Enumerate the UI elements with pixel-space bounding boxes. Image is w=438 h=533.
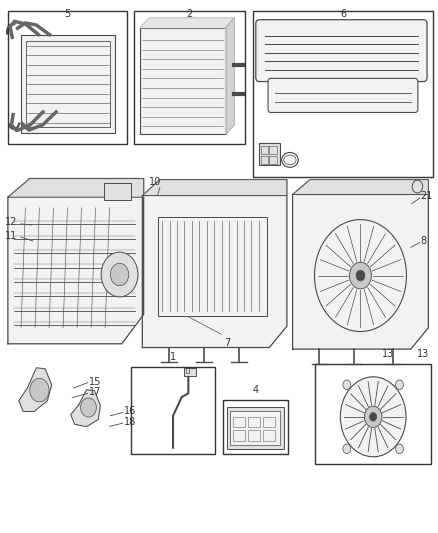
Bar [233, 430, 245, 441]
Text: 13: 13 [417, 349, 429, 359]
Text: 18: 18 [124, 417, 136, 427]
Polygon shape [140, 28, 226, 134]
Bar [230, 411, 280, 445]
Polygon shape [71, 390, 100, 426]
Text: 16: 16 [124, 407, 136, 416]
Bar [248, 417, 260, 427]
Polygon shape [19, 368, 52, 411]
Circle shape [364, 406, 382, 427]
Text: 15: 15 [88, 377, 101, 386]
Bar [269, 146, 277, 154]
Text: 17: 17 [88, 387, 101, 397]
Circle shape [340, 377, 406, 457]
Polygon shape [8, 179, 144, 344]
Bar [26, 41, 110, 127]
Text: 7: 7 [225, 338, 231, 348]
FancyBboxPatch shape [256, 20, 427, 82]
Bar [263, 430, 275, 441]
Circle shape [350, 262, 371, 289]
Text: 21: 21 [420, 191, 433, 201]
Polygon shape [140, 18, 234, 28]
Circle shape [30, 378, 49, 402]
Bar [233, 417, 245, 427]
Circle shape [110, 263, 129, 286]
Circle shape [81, 398, 96, 417]
Bar [269, 156, 277, 164]
Polygon shape [293, 180, 428, 349]
Text: 5: 5 [64, 9, 71, 19]
Bar [158, 217, 267, 316]
Circle shape [356, 270, 365, 281]
Bar [134, 11, 245, 144]
Bar [21, 35, 115, 133]
Bar [223, 400, 288, 454]
Text: 12: 12 [5, 217, 18, 227]
Bar [259, 143, 280, 165]
Bar [104, 183, 131, 200]
Polygon shape [293, 180, 428, 195]
Bar [253, 11, 433, 177]
Bar [315, 364, 431, 464]
Bar [261, 146, 268, 154]
Circle shape [343, 380, 351, 390]
Polygon shape [142, 180, 287, 196]
Polygon shape [226, 18, 234, 134]
Bar [263, 417, 275, 427]
Ellipse shape [282, 152, 298, 167]
Polygon shape [8, 179, 144, 197]
Circle shape [396, 380, 403, 390]
Circle shape [343, 444, 351, 454]
Bar [248, 430, 260, 441]
Text: 4: 4 [252, 385, 258, 395]
Bar [184, 368, 196, 376]
Circle shape [396, 444, 403, 454]
Bar [227, 407, 284, 449]
Text: 6: 6 [340, 9, 346, 19]
Text: 10: 10 [149, 176, 162, 187]
Bar [131, 367, 215, 454]
Circle shape [370, 413, 377, 421]
Polygon shape [142, 180, 287, 348]
Text: 2: 2 [186, 9, 192, 19]
Circle shape [101, 252, 138, 297]
Bar [8, 11, 127, 144]
Circle shape [314, 220, 406, 332]
Bar [261, 156, 268, 164]
Text: 13: 13 [382, 349, 394, 359]
Text: 8: 8 [420, 236, 427, 246]
Text: 11: 11 [5, 231, 18, 240]
FancyBboxPatch shape [268, 78, 418, 112]
Bar [186, 368, 189, 373]
Text: 1: 1 [170, 352, 176, 362]
